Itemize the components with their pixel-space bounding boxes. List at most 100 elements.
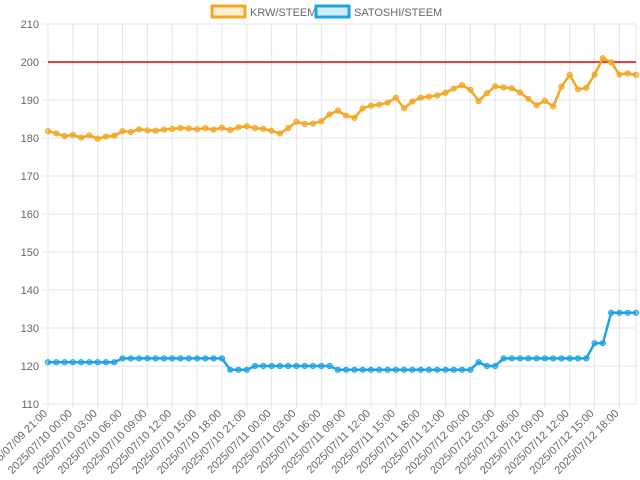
data-point bbox=[367, 366, 375, 373]
y-tick-label: 190 bbox=[21, 95, 39, 107]
data-point bbox=[309, 120, 317, 127]
data-point bbox=[243, 366, 250, 373]
data-point bbox=[624, 309, 631, 316]
y-tick-label: 160 bbox=[21, 209, 39, 221]
data-point bbox=[86, 359, 93, 366]
data-point bbox=[276, 130, 283, 137]
data-point bbox=[599, 55, 606, 62]
data-point bbox=[376, 366, 383, 373]
data-point bbox=[301, 120, 308, 128]
series-line bbox=[47, 56, 637, 141]
data-point bbox=[351, 366, 358, 373]
data-point bbox=[202, 355, 209, 362]
data-point bbox=[550, 355, 557, 362]
data-point bbox=[516, 89, 524, 96]
data-point bbox=[616, 71, 623, 78]
data-point bbox=[550, 103, 557, 110]
data-point bbox=[624, 70, 631, 77]
data-point bbox=[309, 362, 317, 370]
data-point bbox=[69, 359, 76, 366]
data-point bbox=[293, 362, 300, 370]
data-point bbox=[285, 125, 292, 132]
data-point bbox=[86, 132, 93, 139]
data-point bbox=[508, 355, 515, 362]
data-point bbox=[599, 340, 606, 347]
data-point bbox=[285, 362, 292, 370]
data-point bbox=[127, 355, 134, 362]
data-point bbox=[384, 99, 391, 106]
data-point bbox=[425, 366, 433, 373]
data-point bbox=[53, 359, 60, 366]
data-point bbox=[251, 125, 259, 132]
data-point bbox=[152, 127, 159, 134]
data-point bbox=[44, 128, 52, 135]
data-point bbox=[243, 123, 250, 130]
data-point bbox=[367, 102, 375, 109]
data-point bbox=[417, 94, 424, 101]
y-tick-label: 170 bbox=[21, 171, 39, 183]
data-point bbox=[467, 366, 474, 373]
data-point bbox=[616, 309, 623, 316]
data-point bbox=[235, 366, 242, 373]
data-point bbox=[450, 85, 457, 92]
series-group bbox=[44, 55, 640, 373]
data-point bbox=[500, 84, 507, 91]
data-point bbox=[268, 362, 275, 370]
data-point bbox=[94, 359, 101, 366]
data-point bbox=[44, 359, 52, 366]
data-point bbox=[318, 362, 325, 370]
y-axis-tick-labels: 110 120 130 140 150 160 170 180 190 200 210 bbox=[21, 19, 39, 411]
data-point bbox=[558, 355, 565, 362]
data-point bbox=[326, 111, 333, 118]
data-point bbox=[392, 94, 399, 101]
data-point bbox=[169, 125, 176, 132]
data-point bbox=[102, 359, 110, 366]
data-point bbox=[343, 112, 350, 119]
data-point bbox=[334, 366, 341, 373]
data-point bbox=[525, 95, 532, 102]
legend-label: KRW/STEEM bbox=[250, 7, 316, 19]
data-point bbox=[591, 340, 598, 347]
data-point bbox=[401, 366, 408, 373]
data-point bbox=[533, 102, 540, 109]
data-point bbox=[425, 93, 433, 100]
data-point bbox=[301, 362, 308, 370]
data-point bbox=[475, 359, 482, 366]
data-point bbox=[210, 126, 217, 133]
data-point bbox=[632, 71, 640, 79]
data-point bbox=[193, 126, 201, 133]
data-point bbox=[111, 359, 118, 366]
data-point bbox=[359, 105, 366, 112]
grid bbox=[42, 23, 637, 409]
data-point bbox=[260, 362, 267, 370]
data-point bbox=[566, 71, 573, 79]
data-point bbox=[359, 366, 366, 373]
data-point bbox=[185, 125, 192, 132]
y-tick-label: 200 bbox=[21, 57, 39, 69]
data-point bbox=[409, 366, 416, 373]
legend-item: KRW/STEEM bbox=[210, 4, 316, 19]
data-point bbox=[434, 92, 441, 99]
y-tick-label: 180 bbox=[21, 133, 39, 145]
data-point bbox=[276, 362, 283, 370]
y-tick-label: 110 bbox=[21, 399, 39, 411]
y-tick-label: 140 bbox=[21, 285, 39, 297]
data-point bbox=[334, 107, 341, 114]
data-point bbox=[202, 125, 209, 132]
data-point bbox=[78, 134, 85, 141]
data-point bbox=[608, 309, 615, 316]
data-point bbox=[475, 98, 482, 105]
data-point bbox=[483, 90, 491, 97]
legend-swatch bbox=[210, 4, 247, 19]
legend-label: SATOSHI/STEEM bbox=[354, 7, 442, 19]
data-point bbox=[94, 135, 101, 142]
data-point bbox=[533, 355, 540, 362]
data-point bbox=[160, 355, 168, 362]
series-line bbox=[48, 311, 636, 372]
data-point bbox=[541, 355, 549, 362]
data-point bbox=[318, 118, 325, 125]
data-point bbox=[632, 309, 640, 316]
data-point bbox=[401, 105, 408, 112]
data-point bbox=[541, 97, 549, 104]
